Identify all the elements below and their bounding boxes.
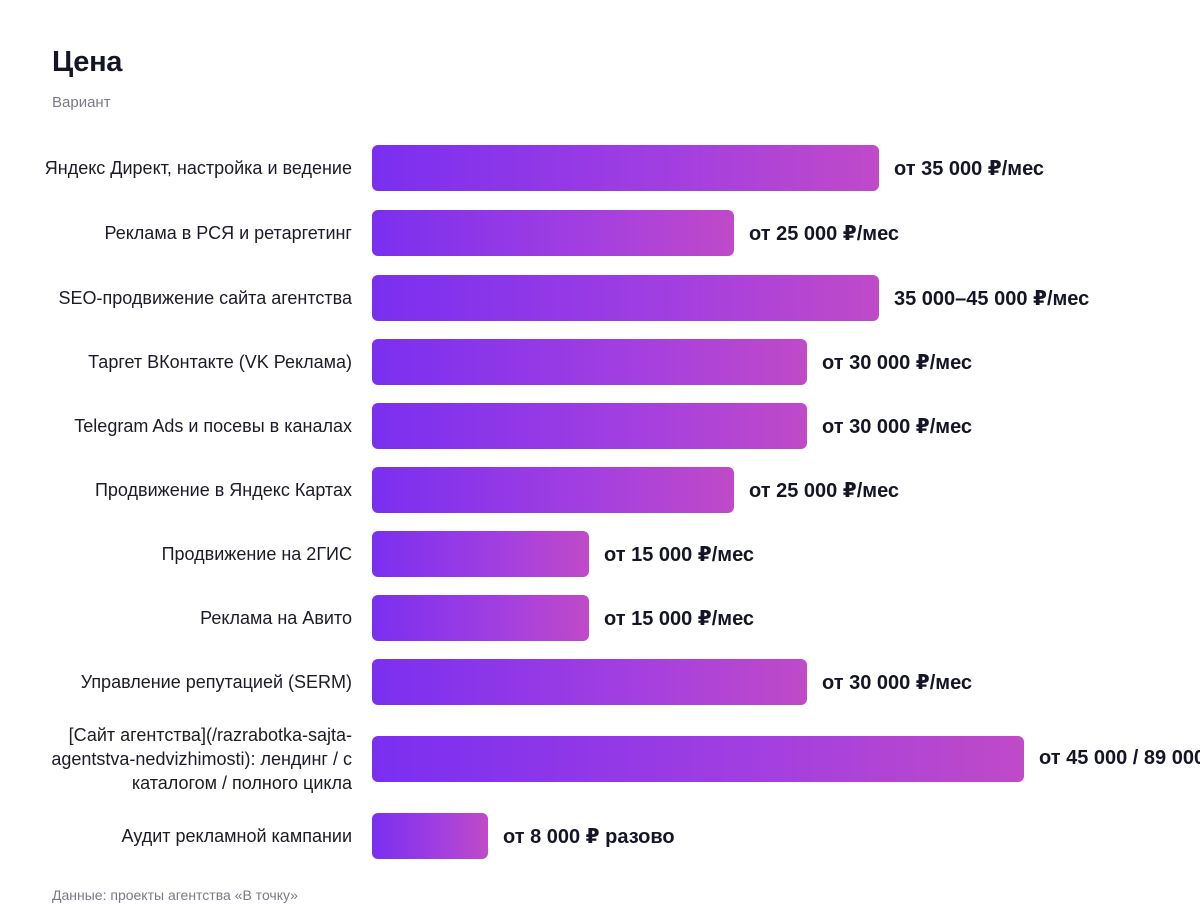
bar-value-label: от 8 000 ₽ разово (503, 826, 675, 848)
bar (372, 813, 488, 859)
category-label: Продвижение на 2ГИС (161, 544, 352, 564)
bar-value-label: от 30 000 ₽/мес (822, 416, 973, 438)
category-label: Telegram Ads и посевы в каналах (74, 416, 352, 436)
chart-source-note: Данные: проекты агентства «В точку» (52, 887, 298, 903)
bar-value-label: от 15 000 ₽/мес (604, 544, 755, 566)
bar (372, 659, 807, 705)
bar-value-label: от 25 000 ₽/мес (749, 480, 900, 502)
bar (372, 210, 734, 256)
bar (372, 403, 807, 449)
chart-title: Цена (52, 46, 123, 78)
category-label: Реклама на Авито (200, 608, 352, 628)
bar-value-label: от 25 000 ₽/мес (749, 223, 900, 245)
category-label: Продвижение в Яндекс Картах (94, 480, 352, 500)
category-label: Реклама в РСЯ и ретаргетинг (104, 223, 353, 243)
bar (372, 531, 589, 577)
bar-value-label: от 35 000 ₽/мес (894, 158, 1045, 180)
bar (372, 275, 879, 321)
bar-value-label: от 30 000 ₽/мес (822, 352, 973, 374)
category-label: Таргет ВКонтакте (VK Реклама) (88, 352, 352, 372)
bar-value-label: от 15 000 ₽/мес (604, 608, 755, 630)
bar-value-label: от 30 000 ₽/мес (822, 672, 973, 694)
bar (372, 736, 1024, 782)
category-label: SEO-продвижение сайта агентства (58, 288, 352, 308)
chart-subtitle: Вариант (52, 94, 111, 111)
bar-value-label: от 45 000 / 89 000 (1039, 747, 1200, 769)
category-label: Аудит рекламной кампании (121, 826, 352, 846)
category-label: [Сайт агентства](/razrabotka-sajta-agent… (51, 725, 352, 793)
bar (372, 467, 734, 513)
category-label: Яндекс Директ, настройка и ведение (44, 158, 352, 178)
bar (372, 145, 879, 191)
bar (372, 339, 807, 385)
bar (372, 595, 589, 641)
bar-value-label: 35 000–45 000 ₽/мес (894, 288, 1090, 310)
category-label: Управление репутацией (SERM) (80, 672, 352, 692)
